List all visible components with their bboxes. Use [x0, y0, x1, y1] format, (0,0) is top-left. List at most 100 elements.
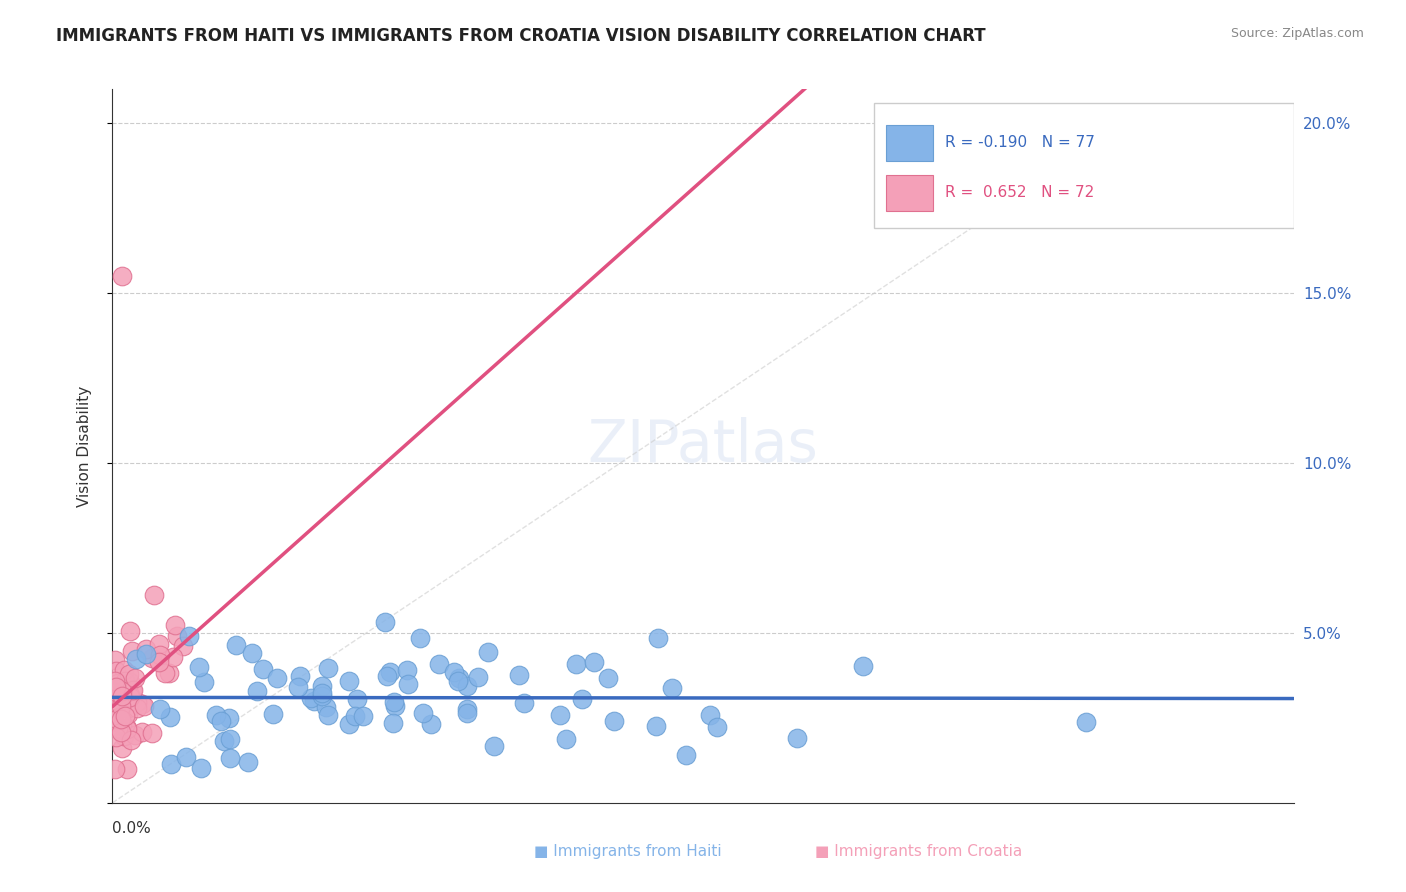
Point — [120, 732, 142, 747]
Point — [107, 714, 129, 728]
Point — [374, 615, 396, 629]
Point — [316, 661, 339, 675]
Point — [246, 684, 269, 698]
Point — [193, 674, 215, 689]
Point — [163, 617, 186, 632]
Point — [148, 655, 170, 669]
Point — [117, 688, 139, 702]
Text: ■ Immigrants from Croatia: ■ Immigrants from Croatia — [815, 845, 1022, 859]
Point — [467, 670, 489, 684]
Y-axis label: Vision Disability: Vision Disability — [77, 385, 91, 507]
Point — [287, 680, 309, 694]
Point — [105, 730, 128, 744]
Point — [141, 651, 163, 665]
Point — [153, 666, 176, 681]
Point — [159, 710, 181, 724]
Point — [174, 750, 197, 764]
Point — [311, 689, 333, 703]
Point — [352, 709, 374, 723]
Point — [316, 708, 339, 723]
Point — [375, 669, 398, 683]
Point — [127, 700, 149, 714]
Point — [111, 692, 134, 706]
Point — [114, 709, 136, 723]
Text: 0.0%: 0.0% — [112, 821, 152, 836]
Point — [1076, 715, 1098, 730]
Point — [124, 672, 146, 686]
Point — [380, 665, 402, 680]
Point — [107, 676, 129, 690]
Point — [395, 663, 418, 677]
Point — [315, 700, 337, 714]
Point — [108, 677, 131, 691]
Point — [104, 762, 127, 776]
Point — [582, 655, 605, 669]
FancyBboxPatch shape — [886, 175, 934, 211]
Point — [266, 671, 288, 685]
Point — [344, 709, 367, 723]
Point — [117, 700, 139, 714]
Point — [409, 631, 432, 645]
Point — [187, 660, 209, 674]
FancyBboxPatch shape — [875, 103, 1294, 228]
Point — [645, 719, 668, 733]
Point — [381, 716, 404, 731]
Point — [384, 698, 406, 713]
Point — [110, 698, 132, 713]
Point — [111, 740, 134, 755]
Point — [554, 731, 576, 746]
Point — [548, 708, 571, 723]
Point — [104, 664, 127, 678]
Point — [337, 716, 360, 731]
Point — [412, 706, 434, 721]
Point — [162, 650, 184, 665]
Point — [603, 714, 626, 728]
Point — [110, 688, 132, 702]
Point — [190, 761, 212, 775]
Point — [290, 669, 312, 683]
Point — [101, 714, 124, 728]
Point — [225, 638, 247, 652]
Point — [117, 707, 139, 722]
Point — [111, 689, 134, 703]
Point — [148, 637, 170, 651]
Point — [141, 725, 163, 739]
Point — [382, 695, 405, 709]
Point — [111, 269, 134, 284]
Point — [118, 624, 141, 639]
Point — [132, 698, 155, 713]
Point — [661, 681, 683, 695]
Point — [117, 691, 139, 706]
Point — [456, 701, 478, 715]
Point — [114, 673, 136, 688]
Point — [110, 712, 132, 726]
Point — [103, 684, 125, 698]
Point — [240, 646, 263, 660]
Point — [112, 683, 135, 698]
Point — [160, 756, 183, 771]
Point — [121, 683, 143, 698]
Point — [482, 739, 505, 753]
Point — [105, 699, 128, 714]
Point — [346, 692, 368, 706]
Point — [571, 691, 593, 706]
Point — [299, 690, 322, 705]
Point — [104, 680, 127, 694]
Point — [122, 682, 145, 697]
Point — [852, 659, 875, 673]
Point — [105, 680, 128, 694]
Point — [111, 716, 134, 731]
Point — [108, 723, 131, 737]
Point — [564, 657, 586, 671]
Point — [419, 717, 441, 731]
Point — [111, 690, 134, 704]
Point — [104, 673, 127, 688]
Point — [427, 657, 450, 671]
Point — [135, 647, 157, 661]
Point — [443, 665, 465, 680]
Point — [135, 641, 157, 656]
Point — [105, 685, 128, 699]
Point — [456, 679, 478, 693]
Point — [204, 707, 226, 722]
Point — [236, 756, 259, 770]
